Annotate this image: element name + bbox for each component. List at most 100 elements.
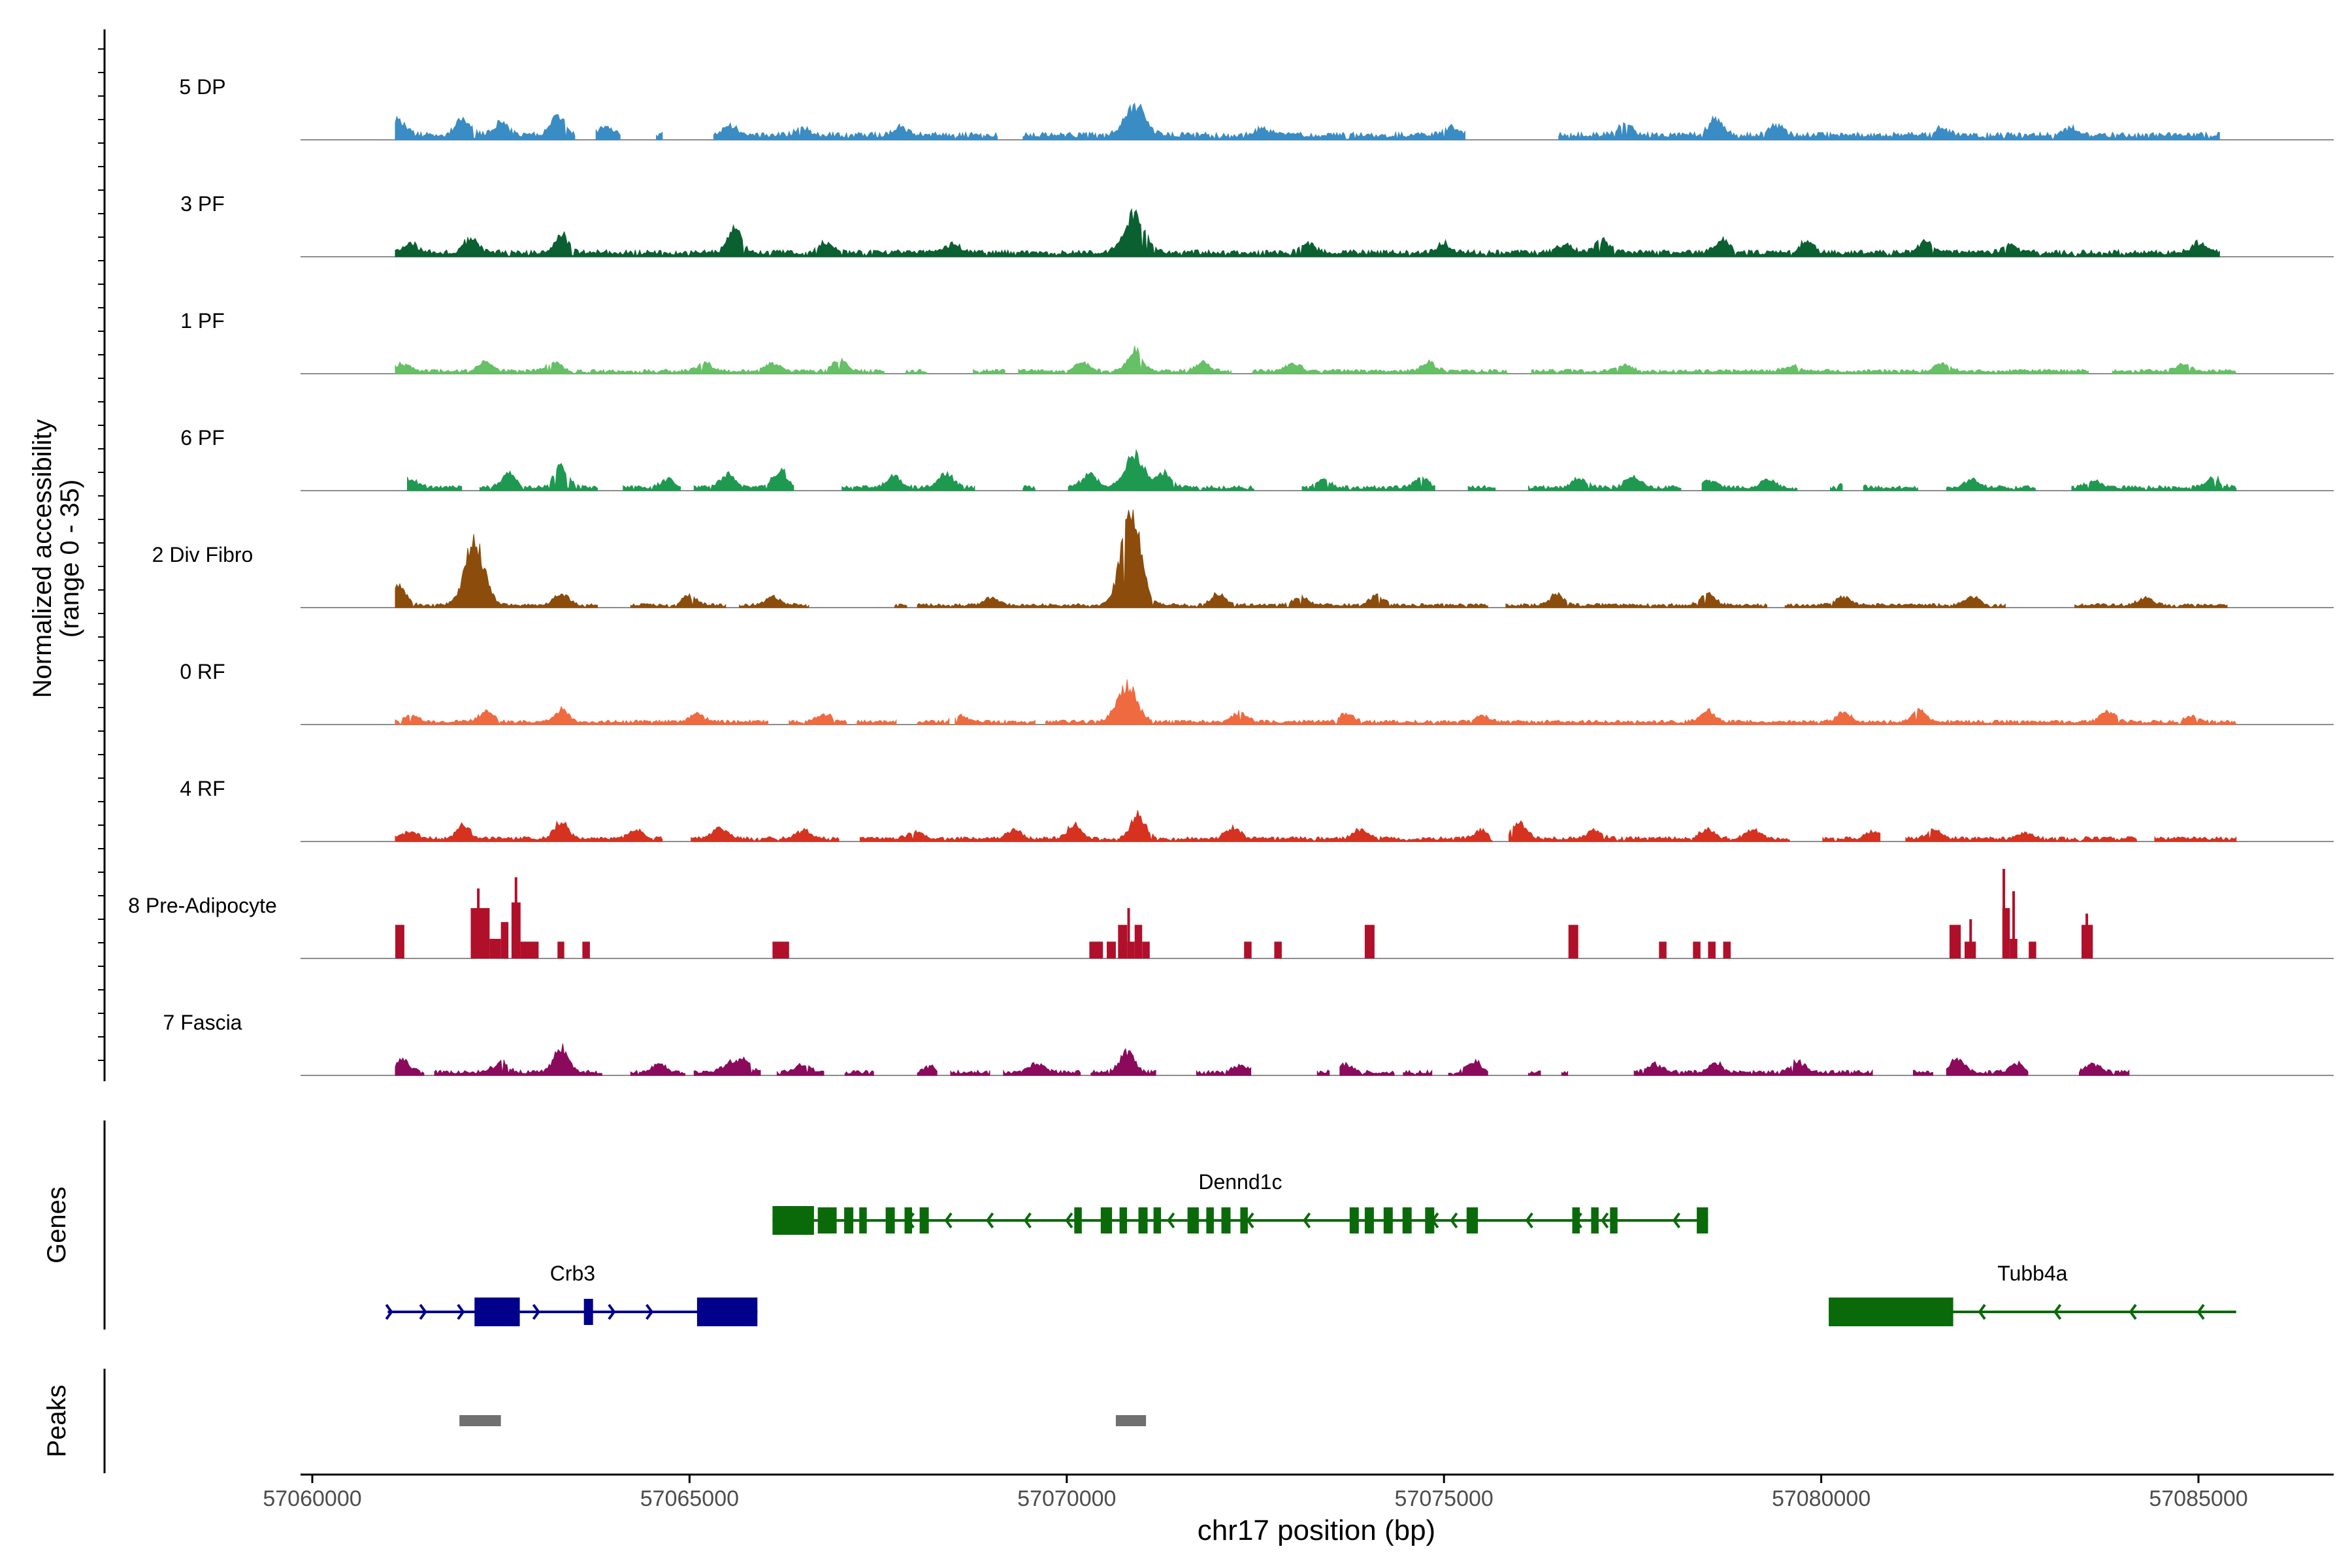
x-tick-label: 57060000	[263, 1486, 361, 1511]
coverage-tracks: 5 DP 3 PF 1 PF 6 PF 2 Div Fibro 0 RF 4 RF 8 Pre…	[128, 75, 2334, 1077]
gene-exon	[1402, 1207, 1412, 1233]
track-label: 5 DP	[179, 75, 225, 99]
coverage-area	[1196, 1063, 1252, 1076]
gene-exon	[817, 1207, 837, 1233]
gene-label: Crb3	[550, 1262, 595, 1285]
coverage-area	[739, 595, 809, 608]
peaks-panel-label: Peaks	[42, 1384, 71, 1457]
coverage-area	[1018, 346, 1232, 374]
coverage-area	[1701, 478, 1798, 491]
coverage-area	[1090, 1047, 1156, 1077]
track-label: 6 PF	[180, 426, 225, 449]
coverage-block	[1134, 924, 1143, 958]
coverage-block	[772, 941, 789, 958]
coverage-block	[582, 941, 590, 958]
gene-label: Tubb4a	[1997, 1262, 2068, 1285]
gene-strand-arrow	[2129, 1303, 2137, 1320]
track-label: 7 Fascia	[163, 1011, 242, 1034]
gene-exon	[1100, 1207, 1113, 1233]
gene-exon	[904, 1207, 912, 1233]
coverage-area	[776, 1062, 825, 1076]
gene-strand-arrow	[645, 1303, 654, 1320]
coverage-block	[1118, 924, 1128, 958]
coverage-block	[500, 922, 509, 958]
coverage-block	[1693, 941, 1701, 958]
coverage-spike	[1969, 919, 1972, 958]
gene-exon	[1138, 1207, 1148, 1233]
coverage-area	[1339, 1061, 1395, 1076]
coverage-block	[1142, 941, 1150, 958]
x-tick-label: 57080000	[1772, 1486, 1870, 1511]
gene-label: Dennd1c	[1198, 1170, 1282, 1194]
coverage-spike	[2012, 891, 2016, 958]
coverage-area	[2112, 363, 2237, 374]
coverage-area	[395, 820, 663, 842]
track-4-rf: 4 RF	[180, 777, 2334, 842]
gene-strand-arrow	[2053, 1303, 2062, 1320]
coverage-area	[630, 1063, 685, 1076]
gene-exon	[1697, 1207, 1708, 1233]
coverage-area	[395, 705, 768, 725]
coverage-area	[905, 368, 927, 374]
gene-strand-arrow	[1672, 1212, 1681, 1229]
coverage-spike	[2002, 868, 2006, 958]
coverage-area	[1863, 484, 1918, 491]
coverage-area	[656, 131, 663, 140]
coverage-area	[693, 1056, 761, 1076]
track-7-fascia: 7 Fascia	[163, 1011, 2334, 1077]
y-axis-subtitle: (range 0 - 35)	[56, 480, 84, 638]
gene-exon	[1187, 1207, 1199, 1233]
coverage-area	[955, 713, 1036, 725]
coverage-spike	[514, 877, 517, 958]
gene-exon	[1425, 1207, 1435, 1233]
gene-strand-arrow	[944, 1212, 953, 1229]
track-0-rf: 0 RF	[180, 660, 2334, 725]
x-axis-title: chr17 position (bp)	[1198, 1514, 1435, 1546]
coverage-area	[1505, 591, 1767, 608]
gene-exon	[1206, 1207, 1214, 1233]
gene-exon	[1466, 1207, 1478, 1233]
coverage-area	[1633, 1058, 1873, 1076]
coverage-block	[1723, 941, 1731, 958]
gene-strand-arrow	[1525, 1212, 1533, 1229]
coverage-area	[693, 467, 794, 491]
coverage-area	[1448, 1058, 1488, 1076]
coverage-area	[623, 477, 681, 491]
track-label: 4 RF	[180, 777, 225, 800]
coverage-area	[395, 534, 598, 608]
coverage-area	[1252, 359, 1508, 374]
gene-exon	[1591, 1207, 1599, 1233]
x-tick-label: 57085000	[2149, 1486, 2247, 1511]
coverage-area	[1830, 483, 1843, 491]
genes-panel: Dennd1c Crb3 Tubb4a	[385, 1170, 2236, 1326]
coverage-area	[1045, 679, 2237, 725]
coverage-area	[950, 1069, 990, 1076]
coverage-area	[1403, 1069, 1433, 1076]
coverage-area	[1822, 828, 1881, 842]
gene-strand-arrow	[1601, 1212, 1609, 1229]
coverage-block	[1364, 924, 1375, 958]
coverage-area	[1531, 362, 2089, 374]
gene-exon	[1572, 1207, 1580, 1233]
gene-exon	[1829, 1298, 1953, 1326]
coverage-area	[1022, 102, 1465, 140]
coverage-area	[1316, 1070, 1330, 1076]
coverage-block	[1708, 941, 1716, 958]
coverage-block	[395, 924, 404, 958]
gene-dennd1c: Dennd1c	[772, 1170, 1708, 1235]
gene-strand-arrow	[1065, 1212, 1073, 1229]
coverage-area	[2079, 1062, 2130, 1076]
coverage-area	[1301, 476, 1435, 491]
track-label: 0 RF	[180, 660, 225, 683]
coverage-area	[1784, 595, 2006, 608]
coverage-area	[857, 719, 897, 725]
coverage-area	[973, 368, 1005, 374]
gene-strand-arrow	[457, 1303, 465, 1320]
coverage-area	[1946, 477, 2036, 491]
coverage-block	[1127, 941, 1135, 958]
gene-exon	[1349, 1207, 1359, 1233]
gene-strand-arrow	[986, 1212, 994, 1229]
coverage-block	[557, 941, 564, 958]
track-1-pf: 1 PF	[180, 309, 2334, 375]
